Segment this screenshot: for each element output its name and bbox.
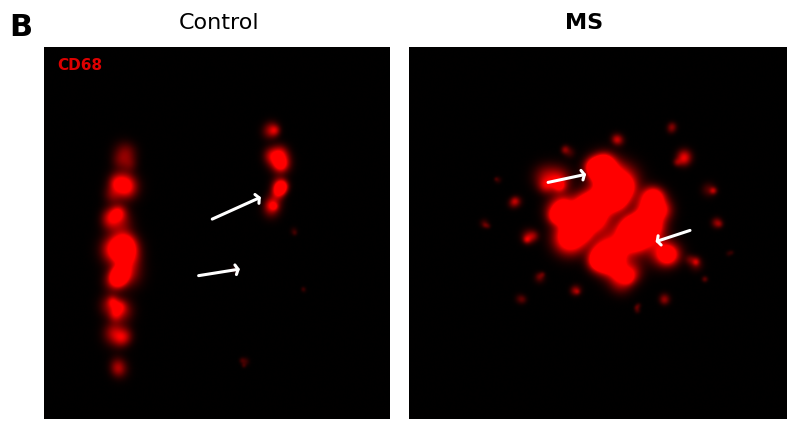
Text: B: B (10, 13, 33, 42)
Text: CD68: CD68 (57, 58, 103, 73)
Text: Control: Control (178, 13, 259, 33)
Text: MS: MS (565, 13, 603, 33)
